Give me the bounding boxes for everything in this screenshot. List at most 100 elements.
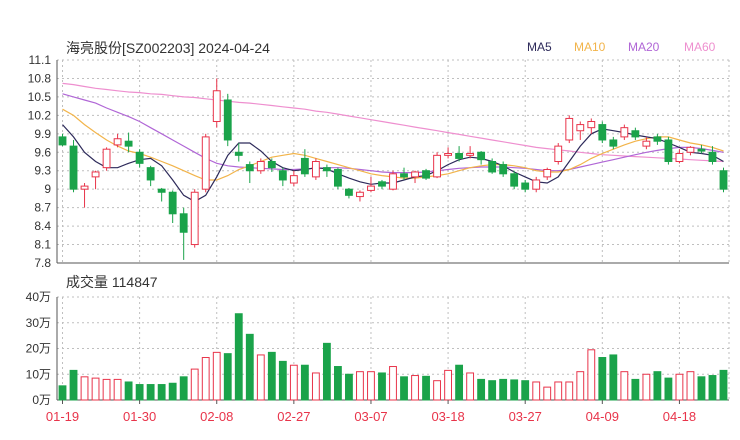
volume-bar [422, 375, 430, 401]
volume-bar [278, 360, 287, 401]
price-tick-label: 10.8 [28, 71, 52, 85]
volume-bar [300, 364, 309, 401]
candle [223, 93, 232, 147]
volume-tick-label: 40万 [26, 290, 51, 304]
volume-bar [554, 381, 563, 401]
volume-bar [245, 333, 254, 401]
date-tick-label: 02-27 [277, 409, 310, 424]
volume-bar [234, 313, 243, 401]
candle [300, 149, 309, 177]
legend-ma60: MA60 [684, 40, 716, 54]
candle [146, 165, 155, 187]
volume-title: 成交量 114847 [66, 274, 158, 290]
price-tick-label: 9 [44, 182, 51, 196]
volume-bar [587, 349, 596, 401]
candle [455, 146, 464, 162]
candle [532, 176, 541, 193]
volume-bar [686, 371, 695, 401]
volume-bar [400, 376, 408, 401]
volume-bar [345, 373, 353, 401]
volume-bar [334, 366, 342, 401]
candle [80, 183, 89, 208]
candle [91, 170, 100, 190]
ma60-line [62, 82, 724, 163]
volume-bar [543, 386, 552, 401]
candle [444, 147, 452, 159]
candle [201, 133, 210, 193]
volume-bar [477, 378, 486, 401]
price-tick-label: 8.7 [34, 201, 51, 215]
date-tick-label: 01-19 [46, 409, 79, 424]
candle [510, 170, 519, 190]
volume-bar [378, 372, 386, 401]
volume-bar [80, 376, 89, 401]
volume-bar [499, 378, 508, 401]
candle [565, 115, 574, 144]
volume-bar [466, 372, 475, 401]
candle [609, 136, 618, 150]
candle [587, 118, 596, 134]
candle [598, 121, 607, 144]
volume-bar [69, 369, 78, 401]
price-tick-label: 9.3 [34, 164, 51, 178]
ma10-line [62, 108, 724, 181]
candle [378, 179, 386, 190]
volume-bar [102, 378, 111, 401]
volume-bar [532, 381, 541, 401]
candle [466, 146, 475, 159]
volume-bar [433, 380, 441, 401]
candle [653, 133, 662, 145]
candle [697, 144, 706, 154]
candle [102, 147, 111, 171]
candle [389, 170, 397, 191]
candle [411, 170, 419, 184]
candle [135, 149, 144, 168]
legend-ma10: MA10 [574, 40, 606, 54]
volume-bar [58, 385, 67, 401]
candle [400, 167, 408, 180]
volume-bar [664, 377, 673, 401]
candle [664, 136, 673, 165]
volume-bar [190, 368, 199, 401]
volume-bar [719, 369, 728, 401]
date-axis: 01-19 01-30 02-08 02-27 03-07 03-18 03-27 04-09… [46, 400, 696, 424]
candle [686, 146, 695, 156]
volume-bar [675, 373, 684, 401]
candle [334, 167, 342, 190]
candle [69, 139, 78, 193]
candle [245, 161, 254, 184]
volume-bar [168, 382, 177, 401]
legend-ma5: MA5 [527, 40, 552, 54]
candle [422, 168, 430, 180]
candle [234, 143, 243, 162]
price-tick-label: 10.2 [28, 108, 52, 122]
candle [433, 152, 441, 179]
price-tick-label: 11.1 [29, 53, 52, 67]
candle [256, 158, 265, 174]
volume-tick-label: 10万 [26, 367, 51, 381]
candle [675, 149, 684, 164]
date-tick-label: 03-27 [509, 409, 542, 424]
chart-title: 海亮股份[SZ002203] 2024-04-24 [66, 40, 270, 56]
price-tick-label: 9.6 [34, 145, 51, 159]
candle [322, 164, 331, 177]
volume-bar [256, 354, 265, 401]
price-tick-label: 10.5 [28, 90, 52, 104]
volume-bar [565, 381, 574, 401]
candle [521, 179, 530, 193]
candle [708, 146, 717, 165]
candle [620, 124, 629, 140]
candle [477, 151, 486, 165]
price-tick-label: 7.8 [34, 256, 51, 270]
candle [345, 187, 353, 199]
volume-bar [367, 371, 375, 401]
volume-bar [653, 371, 662, 401]
candle [488, 158, 497, 174]
volume-bar [642, 373, 651, 401]
volume-bar [444, 369, 452, 401]
price-axis: 11.1 10.8 10.5 10.2 9.9 9.6 9.3 9 8.7 8.4 8.1 7.8 [28, 53, 52, 270]
volume-bar [455, 364, 464, 401]
candle [356, 190, 364, 202]
candle [499, 161, 508, 177]
